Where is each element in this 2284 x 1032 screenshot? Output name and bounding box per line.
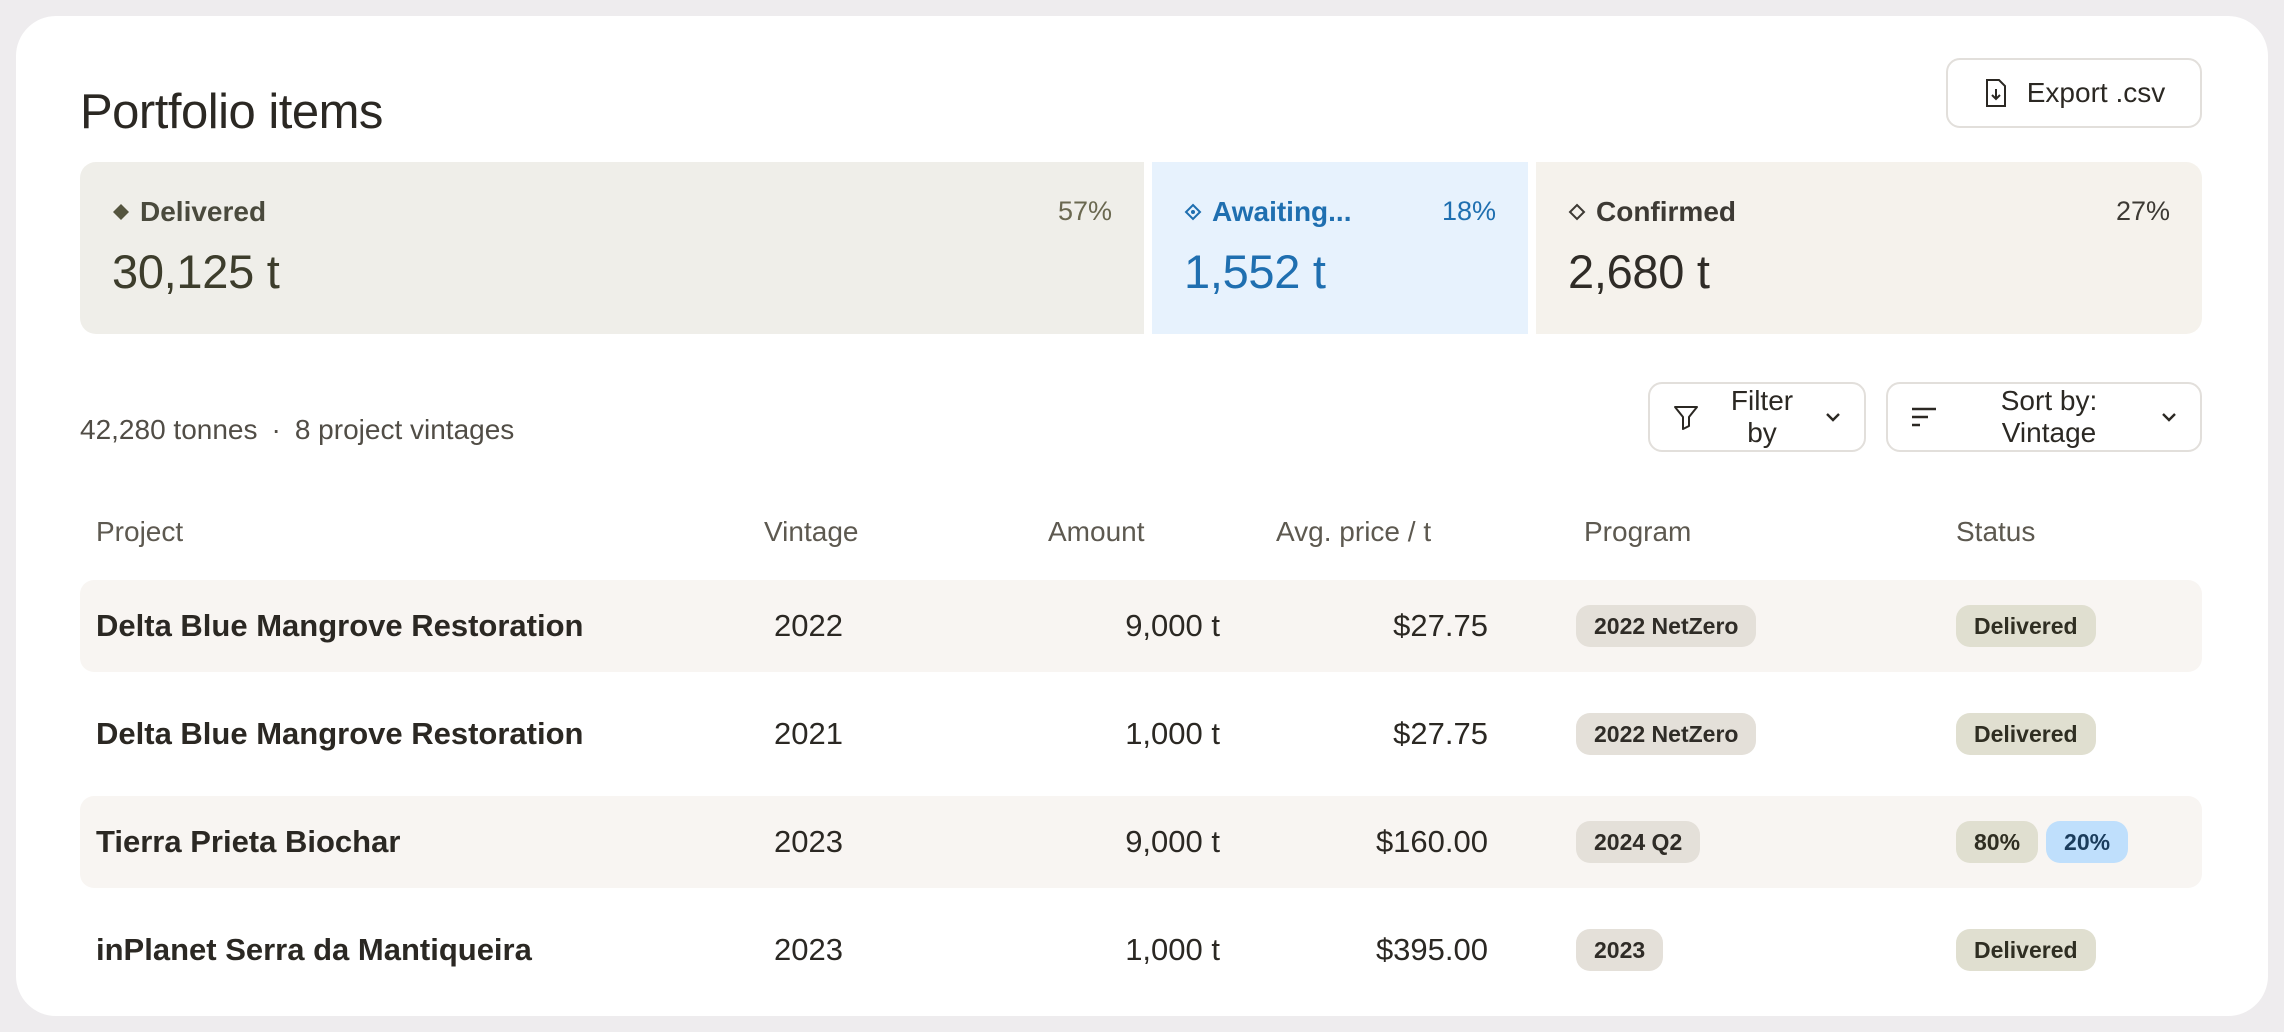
project-name: Tierra Prieta Biochar: [96, 824, 401, 859]
awaiting-percent: 18%: [1441, 196, 1496, 226]
sort-lines-icon: [1912, 407, 1936, 427]
portfolio-card: Portfolio items Export .csv Delivered 57…: [16, 16, 2268, 1016]
program-badge: 2022 NetZero: [1576, 605, 1757, 647]
amount: 1,000 t: [1125, 932, 1220, 967]
sort-button[interactable]: Sort by: Vintage: [1886, 382, 2202, 452]
table-row[interactable]: inPlanet Serra da Mantiqueira 2023 1,000…: [80, 904, 2202, 996]
amount: 9,000 t: [1125, 608, 1220, 643]
project-name: Delta Blue Mangrove Restoration: [96, 608, 584, 643]
confirmed-percent: 27%: [2115, 196, 2170, 226]
column-project[interactable]: Project: [96, 516, 184, 547]
avg-price: $160.00: [1375, 824, 1488, 859]
summary-awaiting[interactable]: Awaiting... 18% 1,552 t: [1152, 162, 1528, 334]
vintage: 2021: [774, 716, 843, 751]
table-row[interactable]: Delta Blue Mangrove Restoration 2022 9,0…: [80, 580, 2202, 672]
portfolio-meta: 42,280 tonnes · 8 project vintages: [80, 414, 514, 446]
column-program[interactable]: Program: [1584, 516, 1692, 547]
diamond-outline-icon: [1568, 203, 1586, 221]
program-badge: 2023: [1576, 929, 1664, 971]
project-name: inPlanet Serra da Mantiqueira: [96, 932, 532, 967]
program-badge: 2024 Q2: [1576, 821, 1701, 863]
column-avg-price[interactable]: Avg. price / t: [1276, 516, 1432, 547]
vintage-count: 8 project vintages: [294, 414, 515, 445]
summary-confirmed[interactable]: Confirmed 27% 2,680 t: [1536, 162, 2202, 334]
amount: 1,000 t: [1125, 716, 1220, 751]
chevron-down-icon: [1826, 413, 1840, 422]
avg-price: $395.00: [1375, 932, 1488, 967]
status-badge: Delivered: [1956, 605, 2096, 647]
awaiting-value: 1,552 t: [1184, 245, 1326, 298]
column-vintage[interactable]: Vintage: [764, 516, 859, 547]
summary-delivered[interactable]: Delivered 57% 30,125 t: [80, 162, 1144, 334]
delivered-label: Delivered: [140, 196, 267, 227]
chevron-down-icon: [2162, 413, 2176, 422]
status-badge: Delivered: [1956, 713, 2096, 755]
status-badge: Delivered: [1956, 929, 2096, 971]
table-row[interactable]: Tierra Prieta Biochar 2023 9,000 t $160.…: [80, 796, 2202, 888]
avg-price: $27.75: [1393, 716, 1488, 751]
file-download-icon: [1985, 79, 2006, 107]
export-csv-button[interactable]: Export .csv: [1946, 58, 2202, 128]
column-amount[interactable]: Amount: [1048, 516, 1145, 547]
vintage: 2022: [774, 608, 843, 643]
confirmed-label: Confirmed: [1596, 196, 1736, 227]
project-name: Delta Blue Mangrove Restoration: [96, 716, 584, 751]
vintage: 2023: [774, 932, 843, 967]
column-status[interactable]: Status: [1956, 516, 2036, 547]
total-tonnes: 42,280 tonnes: [80, 414, 258, 445]
status-awaiting-percent-badge: 20%: [2046, 821, 2129, 863]
status-delivered-percent-badge: 80%: [1956, 821, 2039, 863]
diamond-filled-icon: [113, 204, 129, 220]
diamond-dotted-icon: [1184, 203, 1202, 221]
awaiting-label: Awaiting...: [1212, 196, 1352, 227]
confirmed-value: 2,680 t: [1568, 245, 1710, 298]
program-badge: 2022 NetZero: [1576, 713, 1757, 755]
page-title: Portfolio items: [80, 85, 383, 139]
vintage: 2023: [774, 824, 843, 859]
meta-separator: ·: [271, 414, 281, 445]
delivered-value: 30,125 t: [112, 245, 280, 298]
delivered-percent: 57%: [1057, 196, 1112, 226]
filter-label: Filter by: [1730, 385, 1794, 448]
filter-button[interactable]: Filter by: [1648, 382, 1866, 452]
avg-price: $27.75: [1393, 608, 1488, 643]
amount: 9,000 t: [1125, 824, 1220, 859]
funnel-icon: [1674, 406, 1698, 430]
sort-label: Sort by: Vintage: [2000, 385, 2098, 448]
export-label: Export .csv: [2026, 77, 2166, 108]
table-row[interactable]: Delta Blue Mangrove Restoration 2021 1,0…: [80, 688, 2202, 780]
